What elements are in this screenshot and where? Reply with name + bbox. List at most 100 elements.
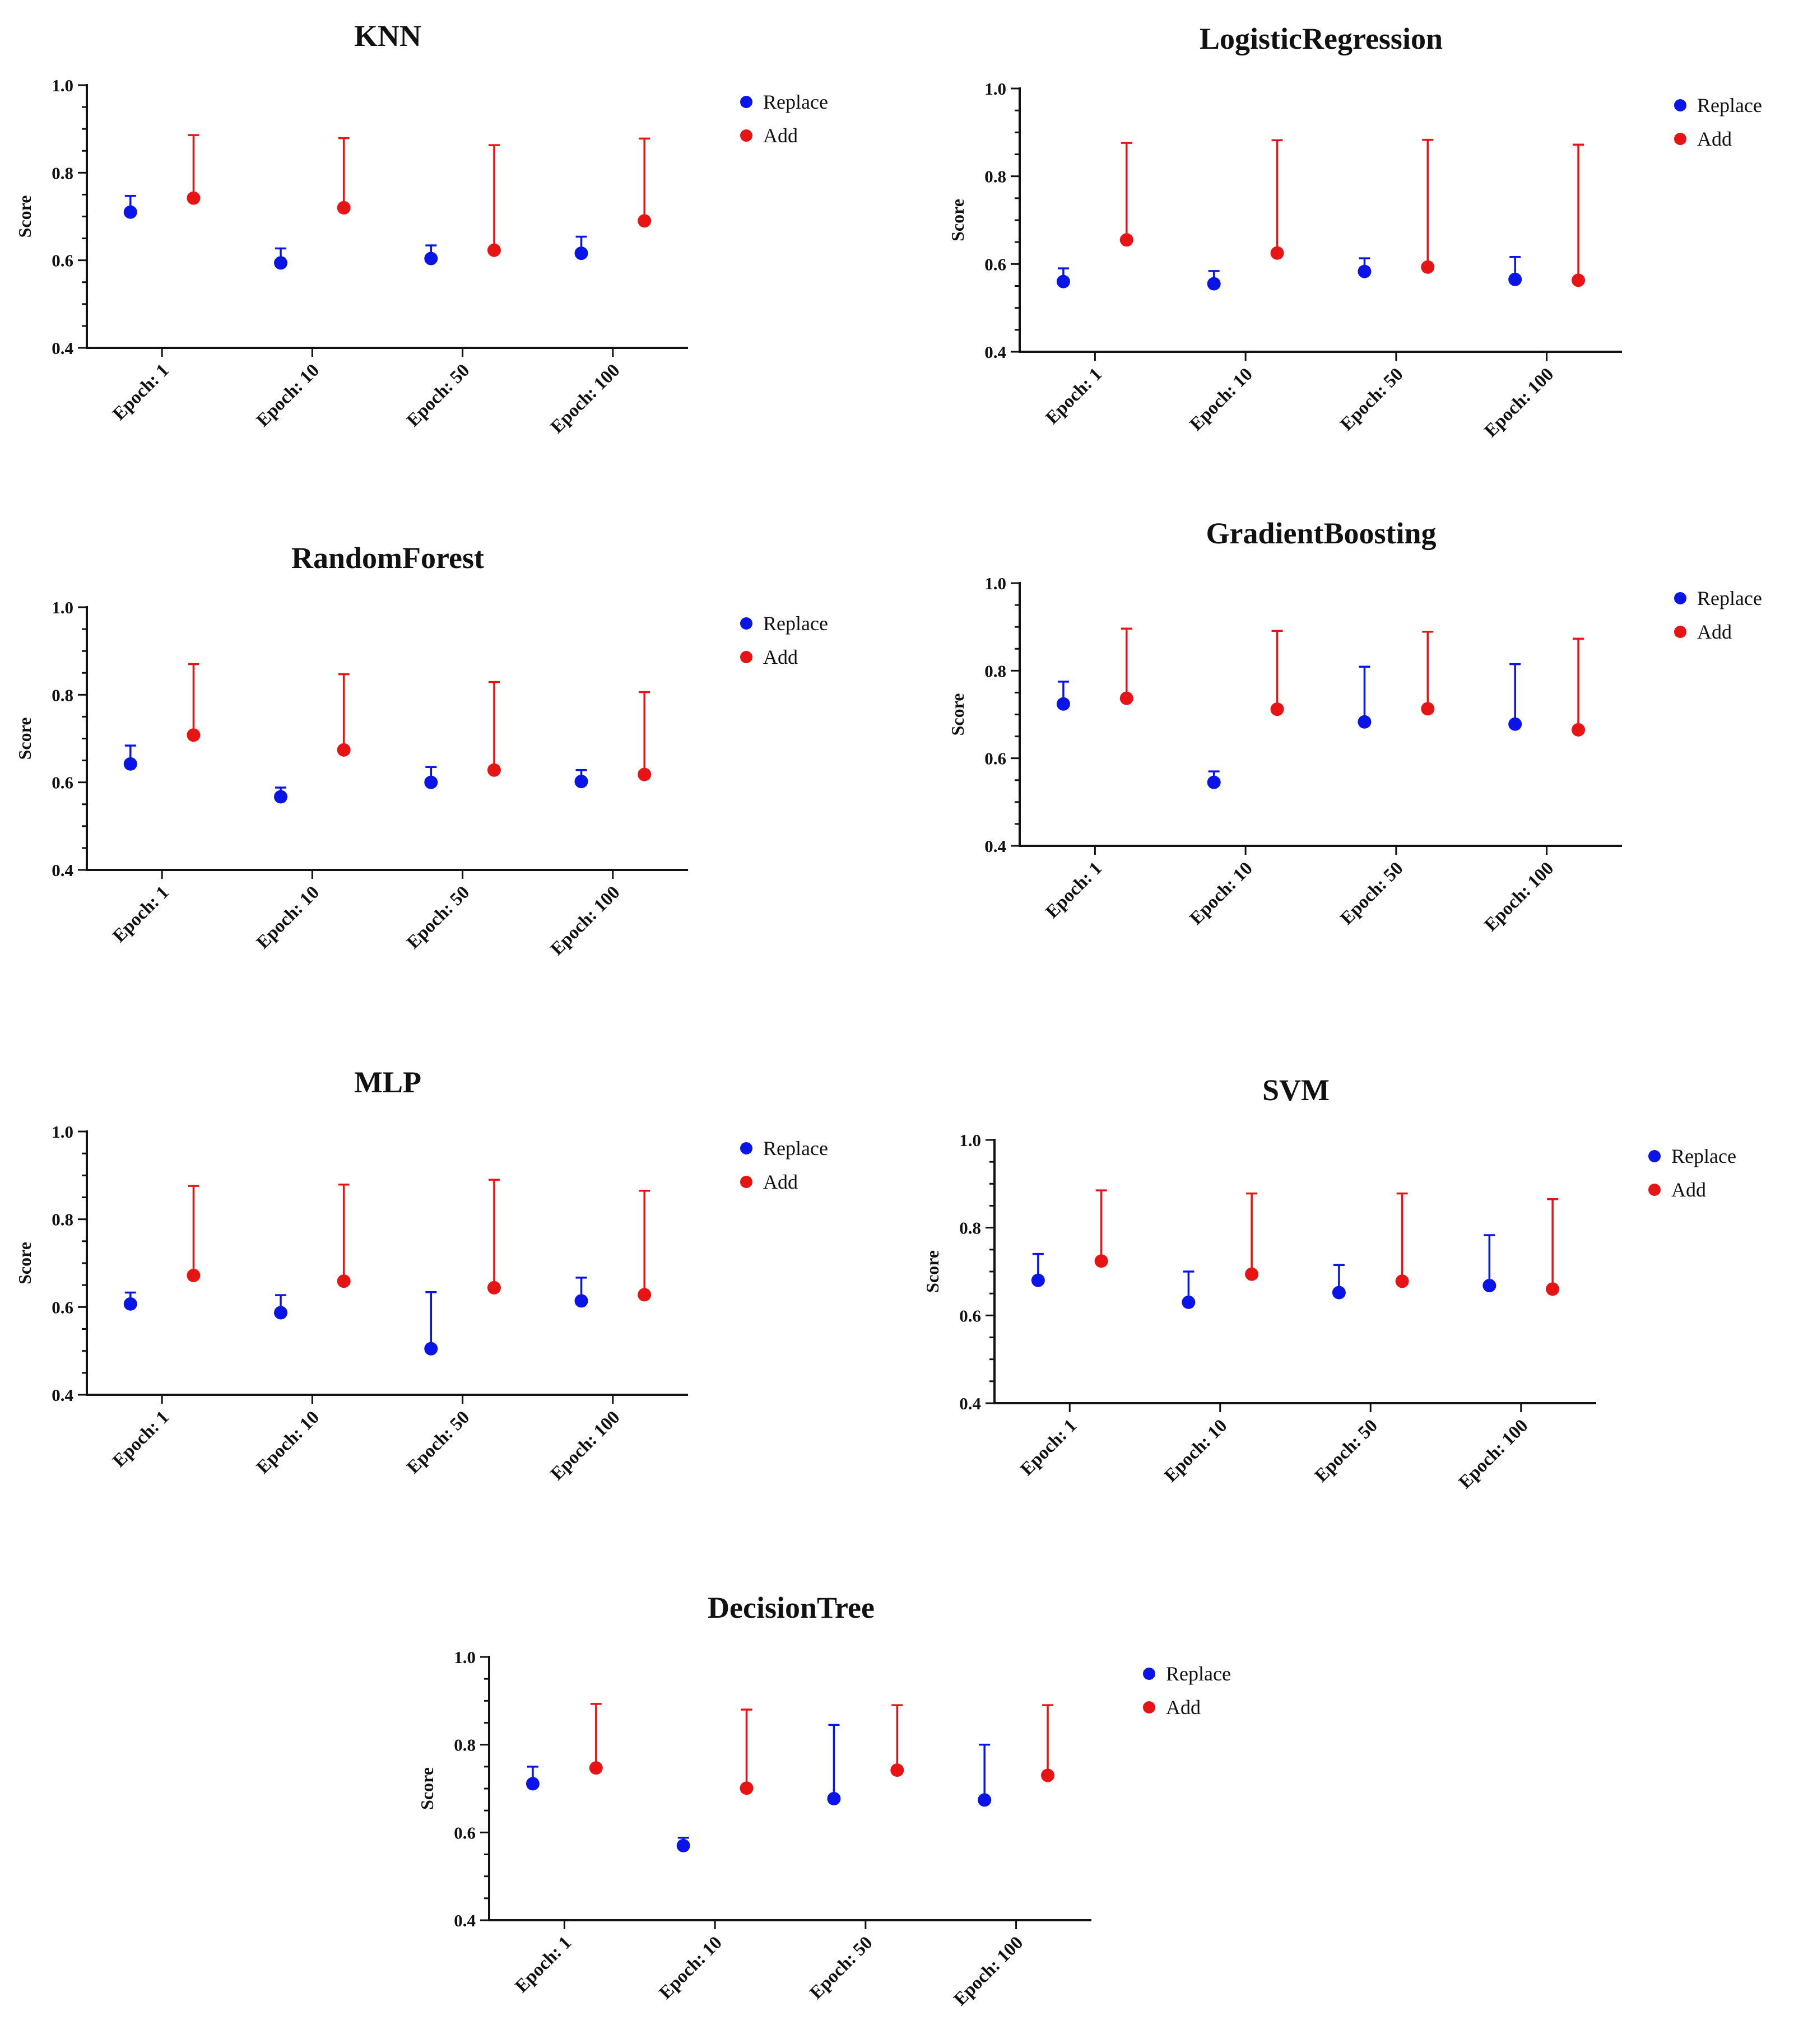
y-tick-label: 1.0 (454, 1647, 476, 1667)
y-tick-label: 0.8 (52, 1210, 73, 1230)
y-tick-label: 0.4 (984, 836, 1006, 856)
data-point (1482, 1279, 1496, 1293)
chart-title: GradientBoosting (1206, 516, 1436, 550)
x-tick-label: Epoch: 10 (1186, 858, 1257, 929)
series-replace (123, 195, 588, 270)
y-tick-label: 0.6 (959, 1306, 981, 1325)
data-point (1270, 702, 1284, 716)
legend-label: Add (763, 1171, 798, 1193)
data-point (1421, 260, 1435, 274)
legend-label: Replace (1166, 1663, 1231, 1685)
x-tick-label: Epoch: 50 (403, 882, 473, 953)
chart-title: MLP (354, 1065, 421, 1099)
data-point (424, 775, 438, 789)
data-point (123, 757, 137, 771)
data-point (274, 790, 288, 804)
series-replace (1056, 663, 1522, 789)
legend-label: Add (763, 646, 798, 668)
x-tick-label: Epoch: 50 (1337, 364, 1407, 435)
series-add (1119, 627, 1586, 737)
x-tick-label: Epoch: 10 (253, 882, 323, 953)
series-replace (526, 1724, 992, 1852)
data-point (638, 1288, 652, 1302)
data-point (187, 1268, 201, 1282)
legend-label: Add (1697, 128, 1732, 150)
y-tick-label: 0.8 (52, 163, 73, 183)
series-replace (1056, 256, 1522, 291)
x-tick-label: Epoch: 100 (547, 882, 624, 960)
data-point (1572, 723, 1586, 737)
legend: Replace Add (1143, 1663, 1231, 1719)
data-point (978, 1793, 992, 1807)
x-tick-label: Epoch: 100 (547, 1407, 624, 1484)
data-point (1041, 1768, 1055, 1782)
data-point (487, 243, 501, 257)
data-point (1332, 1286, 1346, 1300)
chart-panel-mlp: MLP 0.4 0.6 0.8 1.0 Score Epoch: 1 Epoch: 10 Epo… (15, 1065, 828, 1484)
y-tick-label: 1.0 (959, 1130, 981, 1150)
legend-label: Add (763, 124, 798, 147)
legend-label: Replace (1697, 587, 1762, 609)
x-tick-label: Epoch: 10 (253, 1407, 323, 1478)
chart-panel-svm: SVM 0.4 0.6 0.8 1.0 Score Epoch: 1 Epoch: 10 Epo… (922, 1073, 1736, 1493)
legend-marker (1648, 1184, 1661, 1196)
y-axis-label: Score (947, 199, 968, 241)
data-point (589, 1761, 603, 1775)
x-tick-label: Epoch: 10 (1160, 1416, 1231, 1486)
y-tick-label: 0.6 (984, 254, 1006, 274)
legend-marker (740, 1176, 752, 1188)
data-point (1508, 717, 1522, 731)
chart-panel-gradientboosting: GradientBoosting 0.4 0.6 0.8 1.0 Score Epoch: … (947, 516, 1762, 935)
data-point (487, 1281, 501, 1295)
legend-marker (740, 96, 752, 108)
legend: Replace Add (1674, 94, 1762, 150)
legend-marker (1674, 99, 1686, 111)
x-tick-label: Epoch: 100 (950, 1933, 1028, 2010)
data-point (1056, 697, 1070, 711)
data-point (487, 763, 501, 777)
legend-label: Add (1697, 621, 1732, 643)
legend-marker (740, 1142, 752, 1154)
data-point (337, 201, 351, 215)
x-tick-label: Epoch: 10 (656, 1933, 726, 2003)
series-add (589, 1703, 1055, 1795)
y-tick-label: 0.6 (52, 251, 73, 271)
x-tick-label: Epoch: 1 (109, 1407, 173, 1471)
y-tick-label: 0.4 (984, 342, 1006, 362)
legend-marker (740, 617, 752, 630)
chart-panel-logisticregression: LogisticRegression 0.4 0.6 0.8 1.0 Score Epoch… (947, 22, 1762, 441)
chart-panel-knn: KNN 0.4 0.6 0.8 1.0 Score Epoch: 1 Epoch: 10 Epo… (15, 19, 828, 437)
y-tick-label: 0.4 (959, 1394, 981, 1413)
y-tick-label: 1.0 (52, 598, 73, 617)
data-point (1094, 1254, 1108, 1268)
data-point (1572, 273, 1586, 287)
data-point (1395, 1274, 1409, 1288)
data-point (1119, 691, 1133, 705)
x-tick-label: Epoch: 50 (403, 1407, 473, 1478)
y-axis-label: Score (15, 1242, 35, 1284)
legend-label: Add (1671, 1179, 1706, 1201)
y-tick-label: 0.4 (52, 338, 73, 358)
y-tick-label: 1.0 (52, 76, 73, 95)
legend-label: Replace (1697, 94, 1762, 117)
y-axis-label: Score (947, 693, 968, 736)
chart-panel-decisiontree: DecisionTree 0.4 0.6 0.8 1.0 Score Epoch: 1 Epo… (417, 1591, 1231, 2010)
x-tick-label: Epoch: 1 (1042, 364, 1106, 428)
x-tick-label: Epoch: 50 (403, 360, 473, 431)
data-point (1358, 715, 1372, 729)
y-tick-label: 0.4 (52, 1385, 73, 1405)
x-tick-label: Epoch: 1 (109, 360, 173, 424)
y-tick-label: 0.8 (959, 1218, 981, 1238)
y-tick-label: 0.8 (52, 685, 73, 705)
legend-marker (1143, 1701, 1155, 1714)
series-add (187, 663, 652, 781)
chart-title: RandomForest (291, 541, 484, 575)
data-point (1119, 233, 1133, 247)
y-tick-label: 0.8 (984, 661, 1006, 681)
chart-panel-randomforest: RandomForest 0.4 0.6 0.8 1.0 Score Epoch: 1 Epo… (15, 541, 828, 960)
x-tick-label: Epoch: 1 (1042, 858, 1106, 922)
x-tick-label: Epoch: 50 (1311, 1416, 1382, 1486)
x-tick-label: Epoch: 100 (1481, 858, 1558, 935)
x-tick-label: Epoch: 100 (547, 360, 624, 437)
